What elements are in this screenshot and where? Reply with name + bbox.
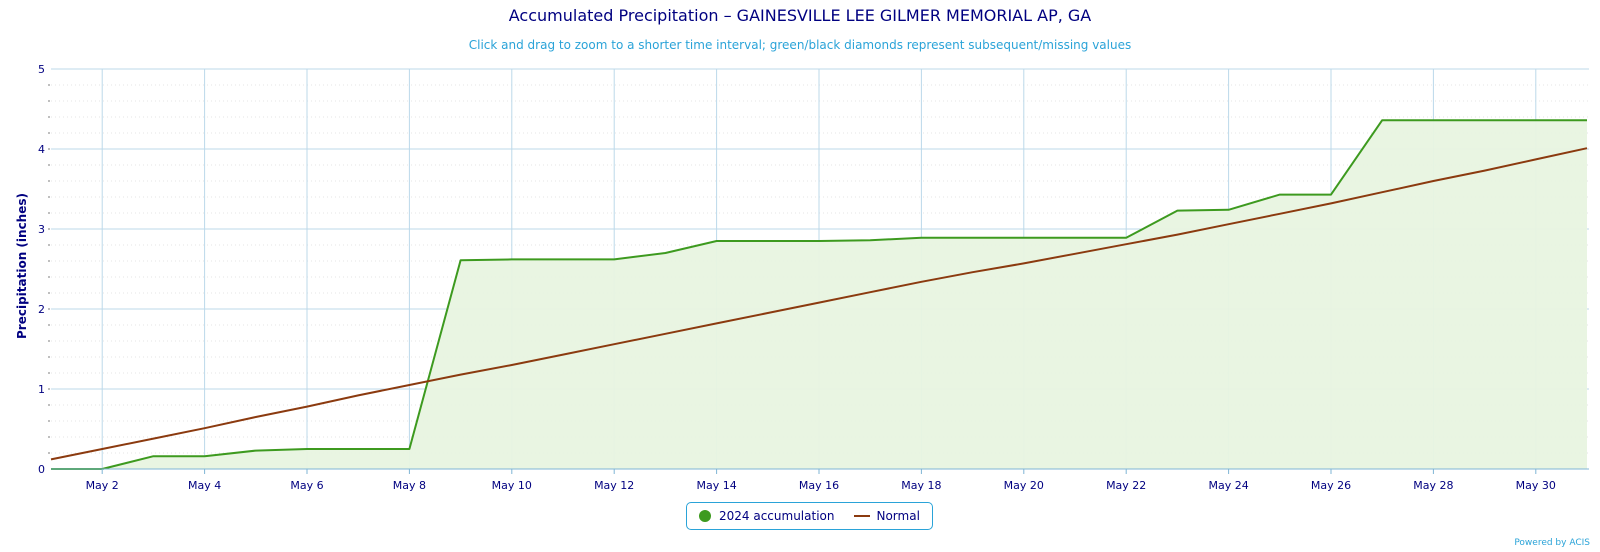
x-tick-label: May 8	[393, 479, 426, 492]
series-area-0	[51, 120, 1587, 469]
axes: 0 1 2 3 4 5 May 2 May 4 May 6 May 8 May 10 May 12 Ma…	[38, 63, 1589, 492]
x-tick-label: May 30	[1516, 479, 1556, 492]
x-tick-label: May 18	[901, 479, 941, 492]
series-line-0	[51, 119, 1587, 470]
y-tick-label: 2	[38, 303, 45, 316]
x-tick-label: May 28	[1413, 479, 1453, 492]
series-line-1	[50, 147, 1588, 461]
x-tick-label: May 14	[696, 479, 736, 492]
x-tick-label: May 4	[188, 479, 221, 492]
x-tick-label: May 6	[290, 479, 323, 492]
x-tick-label: May 20	[1004, 479, 1044, 492]
legend: 2024 accumulation Normal	[686, 502, 933, 530]
x-tick-label: May 2	[86, 479, 119, 492]
y-tick-label: 0	[38, 463, 45, 476]
credits-link[interactable]: Powered by ACIS	[1514, 538, 1590, 548]
legend-label-normal: Normal	[876, 509, 920, 523]
x-tick-label: May 16	[799, 479, 839, 492]
y-tick-label: 3	[38, 223, 45, 236]
green-dot-icon	[699, 510, 711, 522]
legend-item-accumulation[interactable]: 2024 accumulation	[699, 509, 834, 523]
x-tick-label: May 24	[1208, 479, 1248, 492]
y-tick-label: 4	[38, 143, 45, 156]
x-tick-label: May 22	[1106, 479, 1146, 492]
x-tick-label: May 10	[492, 479, 532, 492]
x-tick-label: May 26	[1311, 479, 1351, 492]
legend-item-normal[interactable]: Normal	[854, 509, 920, 523]
y-tick-label: 1	[38, 383, 45, 396]
accumulation-area	[51, 120, 1587, 469]
chart-title: Accumulated Precipitation – GAINESVILLE …	[508, 6, 1092, 25]
chart-subtitle: Click and drag to zoom to a shorter time…	[468, 38, 1132, 52]
y-tick-label: 5	[38, 63, 45, 76]
x-tick-label: May 12	[594, 479, 634, 492]
legend-label-accumulation: 2024 accumulation	[719, 509, 835, 523]
series-lines	[50, 119, 1588, 470]
brown-line-icon	[854, 515, 871, 517]
y-axis-label: Precipitation (inches)	[15, 193, 29, 339]
